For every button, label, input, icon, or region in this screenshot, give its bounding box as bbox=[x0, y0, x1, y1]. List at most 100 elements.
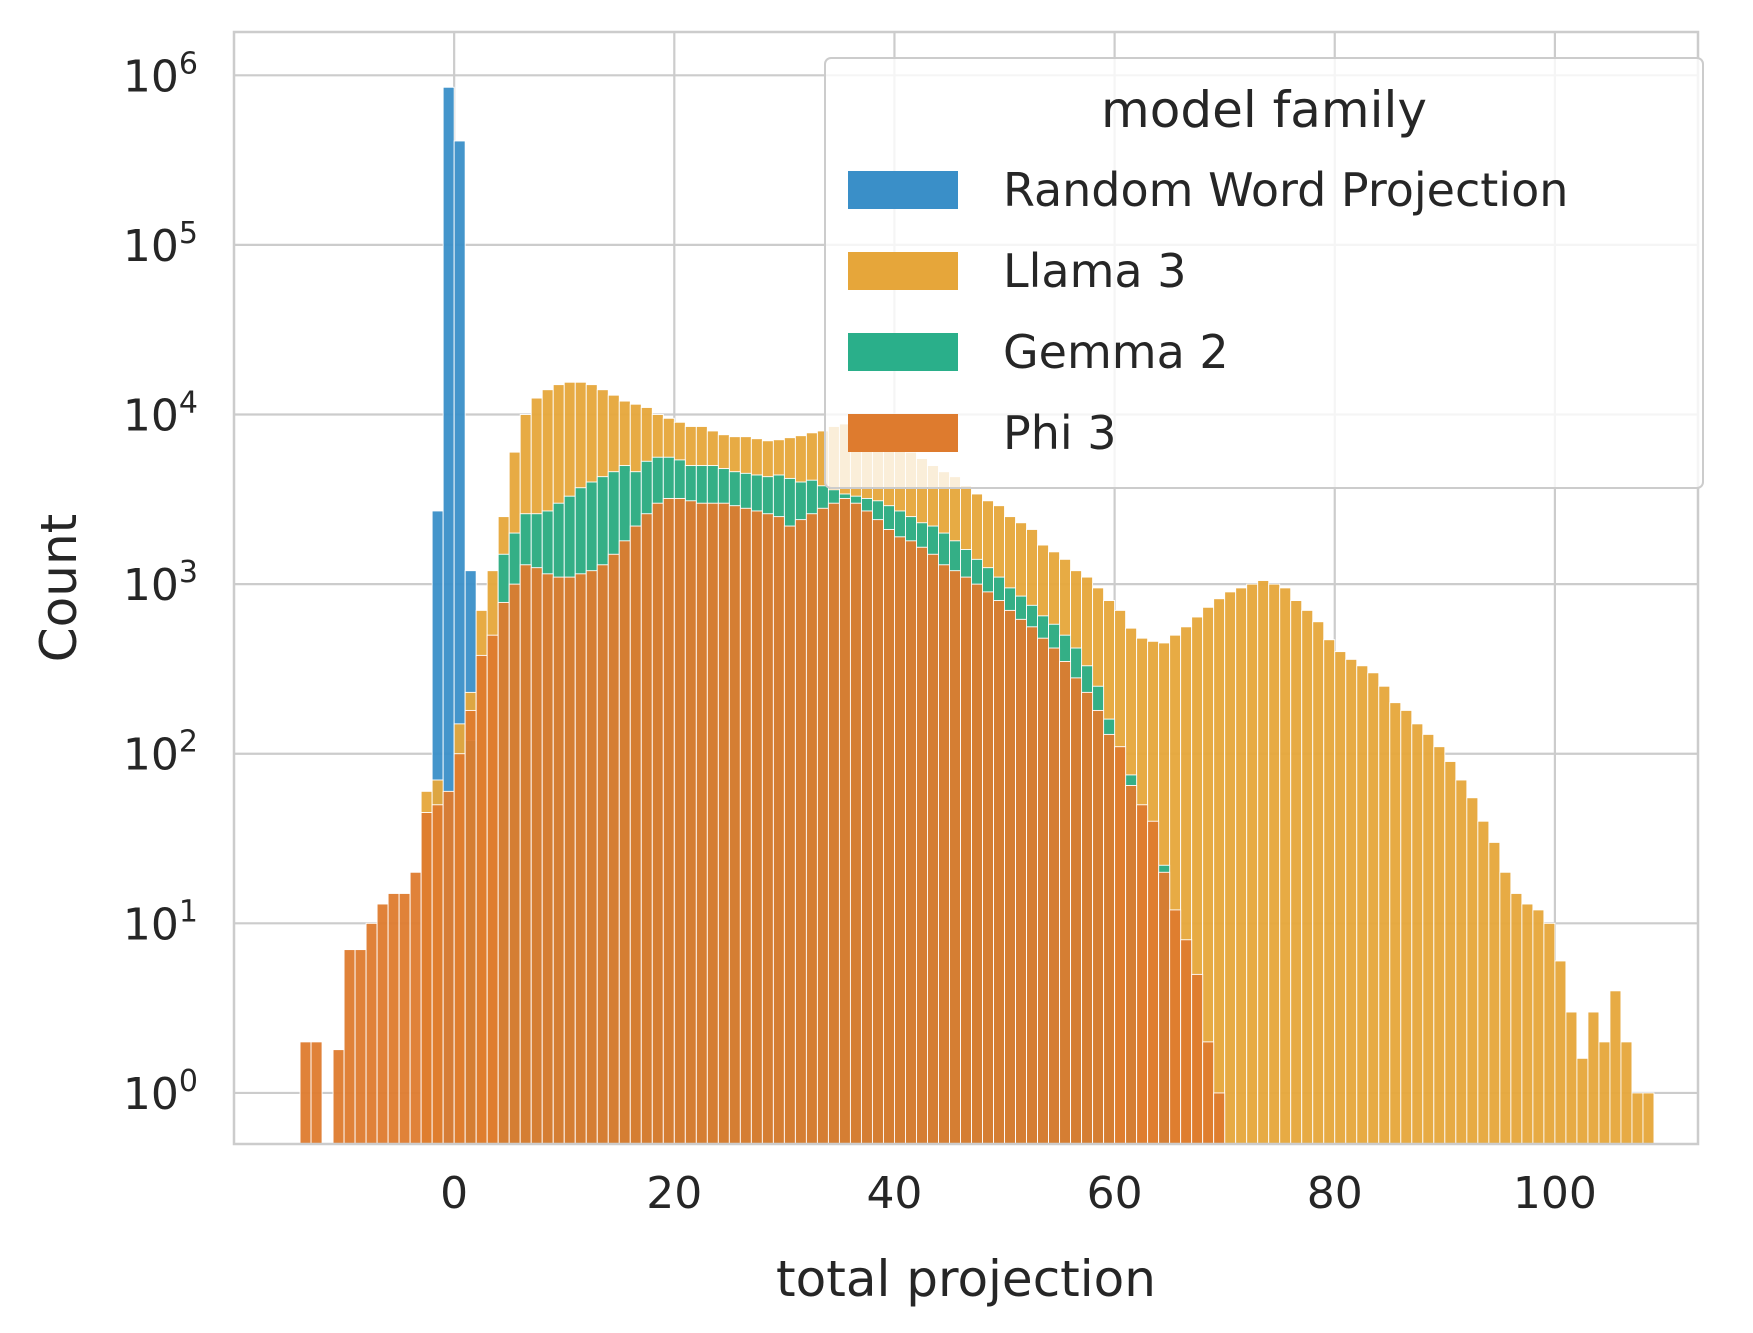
histogram-bar bbox=[508, 583, 521, 1145]
histogram-bar bbox=[1323, 639, 1336, 1145]
histogram-bar bbox=[420, 812, 433, 1145]
histogram-bar bbox=[1477, 820, 1490, 1145]
histogram-bar bbox=[1521, 903, 1534, 1145]
histogram-bar bbox=[1576, 1057, 1589, 1145]
histogram-bar bbox=[640, 513, 653, 1145]
y-tick-label: 102 bbox=[123, 725, 198, 781]
histogram-bar bbox=[365, 922, 378, 1145]
histogram-bar bbox=[1147, 820, 1160, 1145]
y-tick-label: 106 bbox=[123, 46, 198, 102]
histogram-bar bbox=[816, 507, 829, 1145]
histogram-bar bbox=[1598, 1041, 1611, 1145]
histogram-bar bbox=[387, 893, 400, 1145]
histogram-bar bbox=[431, 804, 444, 1145]
legend-title: model family bbox=[1101, 81, 1427, 139]
histogram-bar bbox=[1191, 973, 1204, 1145]
histogram-bar bbox=[728, 505, 741, 1145]
histogram-bar bbox=[1400, 709, 1413, 1145]
series-phi-3 bbox=[299, 497, 1226, 1145]
histogram-bar bbox=[1213, 598, 1226, 1145]
histogram-bar bbox=[1609, 990, 1622, 1145]
histogram-bar bbox=[530, 567, 543, 1145]
histogram-bar bbox=[894, 536, 906, 1145]
histogram-bar bbox=[1290, 600, 1303, 1145]
histogram-bar bbox=[717, 502, 730, 1145]
legend-box bbox=[824, 57, 1704, 489]
legend-label: Gemma 2 bbox=[1003, 325, 1229, 379]
histogram-bar bbox=[805, 513, 818, 1145]
histogram-bar bbox=[1411, 723, 1424, 1145]
x-tick-label: 60 bbox=[1087, 1168, 1143, 1219]
histogram-bar bbox=[1433, 746, 1446, 1145]
histogram-bar bbox=[794, 519, 807, 1145]
y-tick-label: 104 bbox=[123, 386, 198, 442]
histogram-bar bbox=[299, 1041, 312, 1145]
histogram-bar bbox=[409, 871, 422, 1145]
histogram-bar bbox=[1257, 580, 1270, 1145]
histogram-bar bbox=[1235, 587, 1248, 1145]
y-tick-label: 100 bbox=[123, 1064, 198, 1120]
histogram-bar bbox=[739, 507, 752, 1145]
legend-swatch bbox=[848, 252, 958, 290]
histogram-bar bbox=[1389, 702, 1402, 1145]
histogram-bar bbox=[1125, 785, 1138, 1145]
y-tick-labels: 100 101 102 103 104 105 106 bbox=[123, 46, 198, 1120]
histogram-bar bbox=[1565, 1011, 1578, 1145]
histogram-bar bbox=[882, 529, 895, 1145]
histogram-bar bbox=[761, 513, 774, 1145]
x-tick-label: 0 bbox=[440, 1168, 468, 1219]
histogram-bar bbox=[376, 903, 389, 1145]
x-tick-label: 20 bbox=[646, 1168, 702, 1219]
histogram-bar bbox=[827, 502, 840, 1145]
histogram-bar bbox=[684, 500, 697, 1145]
histogram-bar bbox=[1444, 761, 1457, 1145]
histogram-bar bbox=[1279, 587, 1292, 1145]
histogram-bar bbox=[1334, 651, 1347, 1145]
histogram-bar bbox=[398, 893, 411, 1145]
histogram-bar bbox=[596, 564, 609, 1145]
histogram-bar bbox=[1301, 609, 1314, 1145]
histogram-bar bbox=[1510, 893, 1523, 1145]
histogram-bar bbox=[651, 502, 664, 1145]
histogram-bar bbox=[1081, 691, 1094, 1145]
histogram-bar bbox=[1048, 647, 1061, 1145]
histogram-bar bbox=[949, 570, 961, 1145]
histogram-bar bbox=[1312, 621, 1325, 1145]
histogram-bar bbox=[706, 502, 719, 1145]
histogram-bar bbox=[1070, 677, 1083, 1145]
legend-swatch bbox=[848, 333, 958, 371]
histogram-bar bbox=[464, 709, 477, 1145]
histogram-bar bbox=[1246, 583, 1259, 1145]
histogram-bar bbox=[1202, 1041, 1215, 1145]
histogram-bar bbox=[1532, 909, 1545, 1145]
histogram-bar bbox=[1378, 685, 1391, 1145]
histogram-bar bbox=[1136, 804, 1149, 1145]
histogram-bar bbox=[1587, 1011, 1600, 1145]
x-tick-label: 40 bbox=[866, 1168, 922, 1219]
histogram-bar bbox=[1158, 871, 1171, 1145]
histogram-bar bbox=[1642, 1092, 1655, 1145]
histogram-bar bbox=[1356, 665, 1369, 1145]
legend-label: Llama 3 bbox=[1003, 244, 1186, 298]
histogram-bar bbox=[1059, 660, 1072, 1145]
histogram-bar bbox=[552, 576, 565, 1145]
histogram-bar bbox=[618, 540, 631, 1145]
legend-label: Phi 3 bbox=[1003, 406, 1117, 460]
histogram-bars bbox=[299, 86, 1655, 1145]
y-tick-label: 103 bbox=[123, 555, 198, 611]
histogram-bar bbox=[916, 546, 928, 1145]
histogram-bar bbox=[938, 564, 950, 1145]
histogram-bar bbox=[860, 510, 873, 1145]
histogram-bar bbox=[673, 497, 686, 1145]
legend: model family Random Word Projection Llama… bbox=[824, 57, 1704, 489]
histogram-bar bbox=[1631, 1092, 1644, 1145]
histogram-bar bbox=[629, 525, 642, 1145]
histogram-bar bbox=[519, 564, 532, 1145]
histogram-bar bbox=[1543, 922, 1556, 1145]
x-tick-labels: 0 20 40 60 80 100 bbox=[440, 1168, 1597, 1219]
histogram-bar bbox=[1037, 637, 1050, 1145]
histogram-bar bbox=[783, 525, 796, 1145]
histogram-bar bbox=[442, 790, 455, 1145]
histogram-bar bbox=[1103, 733, 1116, 1145]
histogram-bar bbox=[475, 654, 488, 1145]
